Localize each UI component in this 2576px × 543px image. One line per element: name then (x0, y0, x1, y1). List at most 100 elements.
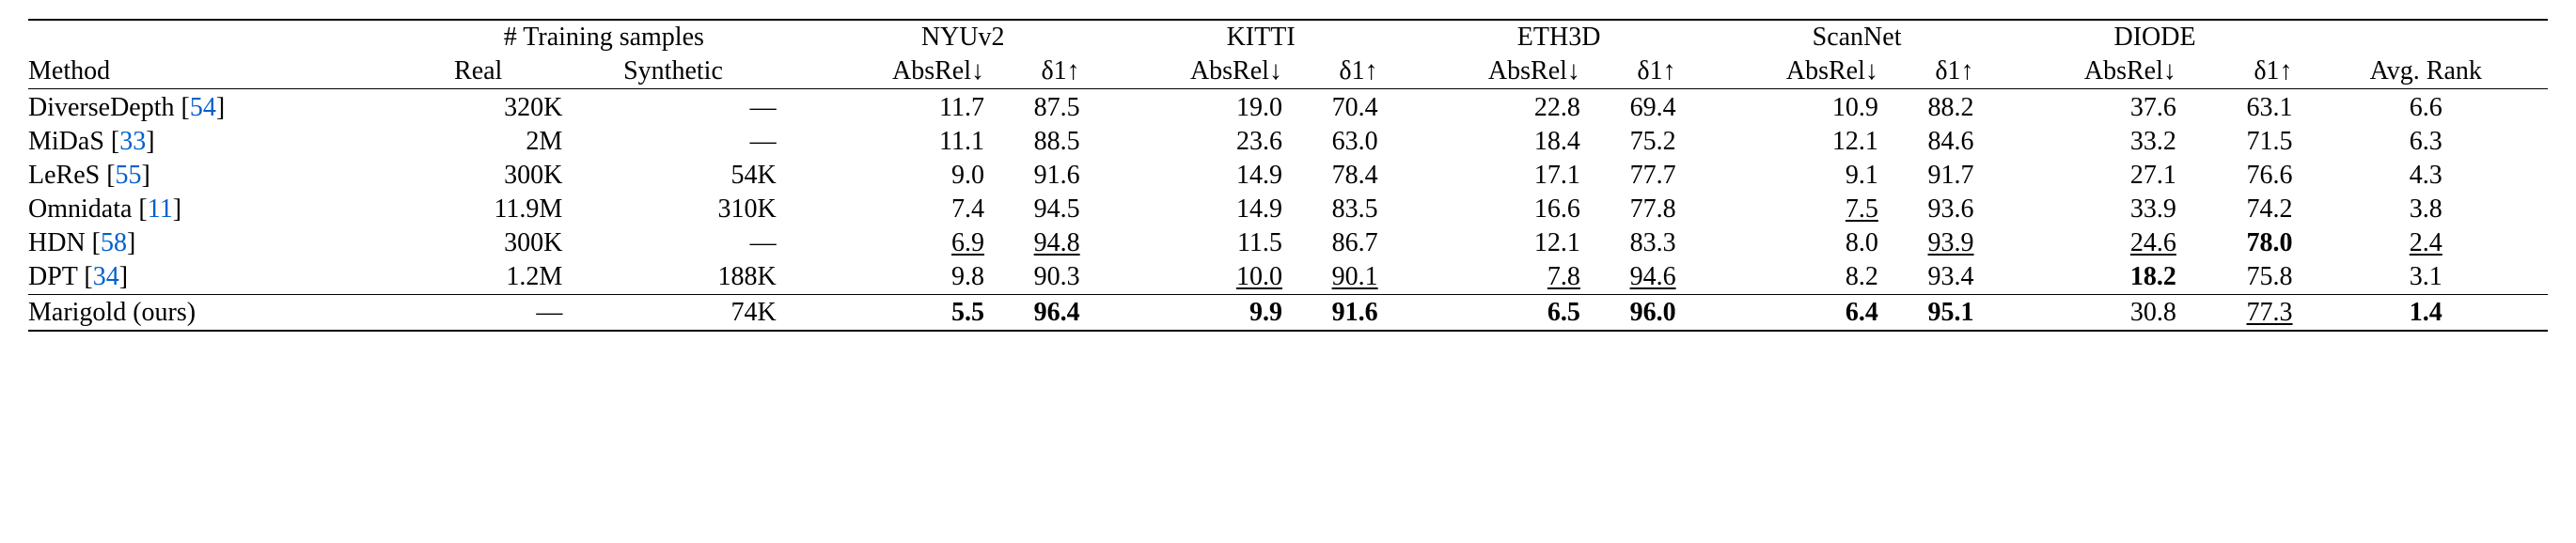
absrel-cell: 10.9 (1708, 91, 1884, 125)
table-row: DiverseDepth [54]320K—11.787.519.070.422… (28, 91, 2548, 125)
absrel-cell: 8.2 (1708, 260, 1884, 295)
rank-cell: 6.6 (2304, 91, 2548, 125)
absrel-cell: 7.5 (1708, 193, 1884, 226)
d1-cell: 90.1 (1288, 260, 1410, 295)
d1-cell: 71.5 (2182, 125, 2304, 159)
real-cell: 300K (394, 159, 570, 193)
d1-cell: 95.1 (1884, 296, 2006, 331)
col-dataset-4: DIODE (2006, 20, 2304, 54)
col-d1-4: δ1↑ (2182, 54, 2304, 89)
absrel-cell: 27.1 (2006, 159, 2182, 193)
rank-cell: 6.3 (2304, 125, 2548, 159)
rank-cell: 3.8 (2304, 193, 2548, 226)
col-synthetic: Synthetic (570, 54, 813, 89)
absrel-cell: 19.0 (1112, 91, 1288, 125)
table-row: MiDaS [33]2M—11.188.523.663.018.475.212.… (28, 125, 2548, 159)
citation: 58 (101, 228, 127, 257)
d1-cell: 91.6 (990, 159, 1112, 193)
d1-cell: 87.5 (990, 91, 1112, 125)
citation: 11 (148, 194, 173, 224)
method-name: DiverseDepth (28, 93, 181, 122)
table-row-ours: Marigold (ours)—74K5.596.49.991.66.596.0… (28, 296, 2548, 331)
table-row: Omnidata [11]11.9M310K7.494.514.983.516.… (28, 193, 2548, 226)
col-d1-1: δ1↑ (1288, 54, 1410, 89)
rank-cell: 3.1 (2304, 260, 2548, 295)
synthetic-cell: 74K (570, 296, 813, 331)
table-body: DiverseDepth [54]320K—11.787.519.070.422… (28, 89, 2548, 334)
absrel-cell: 10.0 (1112, 260, 1288, 295)
synthetic-cell: 54K (570, 159, 813, 193)
d1-cell: 77.8 (1586, 193, 1708, 226)
d1-cell: 91.7 (1884, 159, 2006, 193)
col-dataset-1: KITTI (1112, 20, 1410, 54)
table-header: Method# Training samplesNYUv2KITTIETH3D S… (28, 20, 2548, 89)
absrel-cell: 14.9 (1112, 159, 1288, 193)
absrel-cell: 11.7 (814, 91, 990, 125)
absrel-cell: 12.1 (1410, 226, 1586, 260)
citation: 54 (190, 93, 216, 122)
d1-cell: 77.7 (1586, 159, 1708, 193)
d1-cell: 70.4 (1288, 91, 1410, 125)
method-cell: Omnidata [11] (28, 193, 394, 226)
citation: 34 (93, 262, 119, 291)
table-row: LeReS [55]300K54K9.091.614.978.417.177.7… (28, 159, 2548, 193)
method-name: HDN (28, 228, 92, 257)
synthetic-cell: — (570, 91, 813, 125)
d1-cell: 93.4 (1884, 260, 2006, 295)
d1-cell: 88.5 (990, 125, 1112, 159)
rank-cell: 4.3 (2304, 159, 2548, 193)
header-row-1: Method# Training samplesNYUv2KITTIETH3DS… (28, 20, 2548, 54)
rank-cell: 1.4 (2304, 296, 2548, 331)
citation: 55 (116, 161, 142, 190)
absrel-cell: 6.9 (814, 226, 990, 260)
absrel-cell: 24.6 (2006, 226, 2182, 260)
absrel-cell: 7.8 (1410, 260, 1586, 295)
synthetic-cell: 188K (570, 260, 813, 295)
absrel-cell: 9.0 (814, 159, 990, 193)
d1-cell: 74.2 (2182, 193, 2304, 226)
col-training: # Training samples (394, 20, 814, 54)
col-method: Method (28, 20, 394, 89)
absrel-cell: 11.1 (814, 125, 990, 159)
d1-cell: 78.4 (1288, 159, 1410, 193)
d1-cell: 94.6 (1586, 260, 1708, 295)
table-row: HDN [58]300K—6.994.811.586.712.183.38.09… (28, 226, 2548, 260)
method-name: DPT (28, 262, 84, 291)
d1-cell: 90.3 (990, 260, 1112, 295)
absrel-cell: 30.8 (2006, 296, 2182, 331)
absrel-cell: 9.1 (1708, 159, 1884, 193)
col-dataset-0: NYUv2 (814, 20, 1112, 54)
col-real: Real (394, 54, 570, 89)
col-absrel-0: AbsRel↓ (814, 54, 990, 89)
method-cell: Marigold (ours) (28, 296, 394, 331)
synthetic-cell: 310K (570, 193, 813, 226)
col-dataset-2: ETH3D (1410, 20, 1708, 54)
absrel-cell: 5.5 (814, 296, 990, 331)
d1-cell: 91.6 (1288, 296, 1410, 331)
absrel-cell: 18.2 (2006, 260, 2182, 295)
method-name: Omnidata (28, 194, 138, 224)
rule-bottom (28, 331, 2548, 333)
absrel-cell: 18.4 (1410, 125, 1586, 159)
col-absrel-1: AbsRel↓ (1112, 54, 1288, 89)
d1-cell: 63.1 (2182, 91, 2304, 125)
real-cell: 11.9M (394, 193, 570, 226)
d1-cell: 83.3 (1586, 226, 1708, 260)
absrel-cell: 37.6 (2006, 91, 2182, 125)
col-avg-rank: Avg. Rank (2304, 20, 2548, 89)
method-cell: DiverseDepth [54] (28, 91, 394, 125)
method-name: MiDaS (28, 127, 111, 156)
d1-cell: 83.5 (1288, 193, 1410, 226)
col-absrel-2: AbsRel↓ (1410, 54, 1586, 89)
d1-cell: 75.2 (1586, 125, 1708, 159)
real-cell: 1.2M (394, 260, 570, 295)
d1-cell: 93.9 (1884, 226, 2006, 260)
absrel-cell: 9.8 (814, 260, 990, 295)
d1-cell: 63.0 (1288, 125, 1410, 159)
rank-cell: 2.4 (2304, 226, 2548, 260)
absrel-cell: 17.1 (1410, 159, 1586, 193)
col-absrel-4: AbsRel↓ (2006, 54, 2182, 89)
method-cell: MiDaS [33] (28, 125, 394, 159)
method-cell: DPT [34] (28, 260, 394, 295)
d1-cell: 88.2 (1884, 91, 2006, 125)
